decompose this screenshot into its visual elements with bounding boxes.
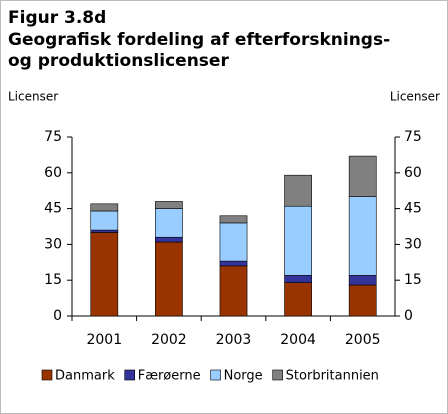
legend-label: Norge [224,369,263,384]
bar-segment [348,196,377,276]
legend-swatch [41,369,53,381]
bar-segment [219,265,248,317]
y2-axis-label: Licenser [390,90,440,104]
y2-tick-label: 15 [404,272,422,288]
bar-segment [155,201,183,209]
y-tick-label: 0 [53,308,62,324]
y2-tick-label: 60 [404,165,422,181]
chart-title: Figur 3.8d [8,8,106,28]
bar-segment [284,174,312,207]
bar-segment [155,241,183,317]
y2-tick-label: 45 [404,201,422,217]
bar-segment [284,205,312,276]
y-tick-label: 30 [44,236,62,252]
x-tick-label: 2001 [86,332,122,348]
y-tick-label: 75 [44,129,62,145]
bar-segment [155,236,183,243]
y-axis-label: Licenser [8,90,58,104]
y-tick-label: 15 [44,272,62,288]
legend-swatch [272,369,283,381]
chart-title: og produktionslicenser [8,51,229,71]
bar-segment [284,275,312,283]
bar-segment [90,210,119,231]
x-tick-label: 2003 [216,332,252,348]
y-tick-label: 45 [44,201,62,217]
x-tick-label: 2002 [151,332,187,348]
bar-segment [348,275,377,286]
legend-label: Storbritannien [286,369,379,384]
chart-title: Geografisk fordeling af efterforsknings- [8,30,390,50]
bar-segment [348,155,377,197]
legend-swatch [124,369,136,381]
y2-tick-label: 75 [404,129,422,145]
bar-segment [284,282,312,317]
bar-segment [90,232,119,317]
x-tick-label: 2004 [280,332,316,348]
bar-segment [219,222,248,262]
bar-segment [155,208,183,238]
legend-label: Færøerne [138,369,201,384]
y2-tick-label: 30 [404,236,422,252]
x-tick-label: 2005 [345,332,381,348]
legend-swatch [210,369,221,381]
bar-segment [219,260,248,267]
bar-segment [90,203,119,212]
bar-segment [90,229,119,233]
bar-segment [348,284,377,317]
legend-label: Danmark [55,369,115,384]
y2-tick-label: 0 [404,308,413,324]
bar-segment [219,215,248,224]
y-tick-label: 60 [44,165,62,181]
